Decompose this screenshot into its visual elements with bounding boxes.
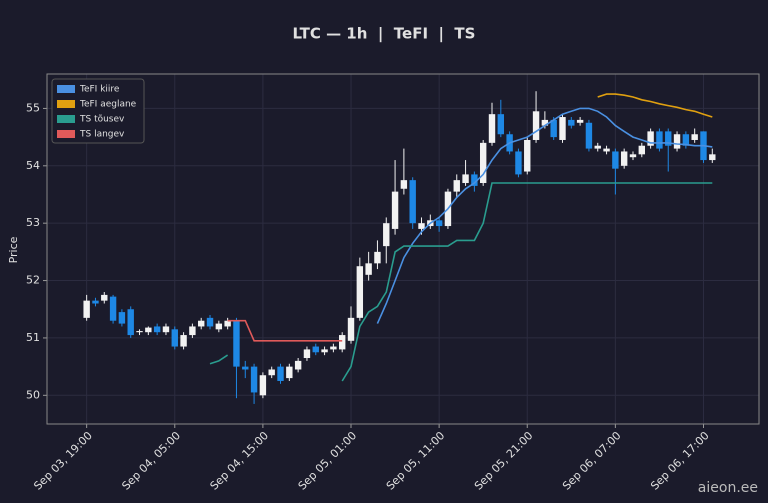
candle-body [594, 145, 601, 149]
candle-body [691, 134, 698, 140]
y-tick-label: 52 [26, 274, 40, 287]
candle-body [471, 174, 478, 186]
legend-box [51, 78, 145, 144]
candle-body [620, 151, 628, 166]
candle-body [568, 119, 575, 126]
candle-body [479, 142, 487, 184]
candle-body [576, 119, 584, 123]
legend-swatch [57, 115, 75, 123]
candle-body [338, 335, 346, 350]
legend-swatch [57, 85, 75, 93]
candle-body [101, 294, 108, 301]
candle-body [286, 366, 293, 379]
watermark: aieon.ee [698, 480, 758, 496]
candle-body [347, 317, 355, 341]
candle-body [462, 174, 469, 184]
candle-body [356, 266, 364, 318]
indicator-line [376, 107, 713, 324]
candle-body [647, 131, 654, 146]
indicator-line [227, 319, 343, 342]
candle-body [559, 117, 566, 140]
candle-body [365, 263, 372, 275]
candle-body [585, 122, 593, 149]
y-tick-label: 55 [26, 101, 40, 114]
candle-body [109, 296, 117, 321]
y-tick-label: 54 [26, 159, 40, 172]
indicator-line [209, 182, 713, 382]
candle-body [550, 119, 557, 138]
candle-body [312, 346, 319, 353]
candle-body [171, 329, 178, 347]
candle-body [153, 326, 161, 333]
candle-body [233, 320, 240, 367]
y-tick-label: 53 [26, 216, 40, 229]
candle-body [629, 154, 637, 158]
candle-body [83, 300, 90, 318]
candle-body [145, 327, 152, 333]
candle-body [92, 300, 99, 304]
candle-body [374, 251, 381, 264]
candle-body [541, 119, 549, 126]
chart-title: LTC — 1h | TeFI | TS [293, 25, 476, 44]
candle-body [321, 349, 328, 353]
candle-body [180, 335, 187, 347]
candle-body [277, 366, 284, 381]
candle-body [638, 145, 646, 155]
legend-label: TeFI kiire [79, 85, 120, 95]
candle-body [303, 349, 311, 359]
legend-label: TeFI aeglane [79, 100, 137, 110]
candle-body [198, 320, 205, 327]
y-tick-label: 51 [26, 331, 40, 344]
candle-body [118, 312, 126, 324]
legend-label: TS tõusev [79, 115, 125, 125]
indicator-line [597, 93, 713, 118]
candle-body [656, 131, 663, 149]
y-axis-label: Price [7, 236, 20, 263]
candle-body [665, 131, 672, 146]
candle-body [268, 369, 275, 376]
candle-body [136, 331, 143, 333]
candle-body [215, 323, 223, 330]
candle-body [612, 151, 619, 169]
candle-body [603, 148, 610, 152]
candle-body [524, 139, 531, 172]
candle-body [453, 180, 460, 192]
candle-body [515, 151, 522, 175]
candle-body [673, 134, 681, 149]
candle-body [250, 366, 258, 393]
candle-body [409, 180, 416, 224]
candle-body [682, 134, 690, 146]
candle-body [709, 154, 716, 161]
candle-body [127, 309, 134, 336]
candle-body [488, 114, 496, 143]
candle-body [497, 114, 505, 135]
legend-swatch [57, 100, 75, 108]
plot-frame [46, 73, 760, 425]
candle-body [189, 326, 196, 336]
candle-body [206, 317, 214, 327]
candle-body [294, 360, 302, 370]
y-tick-label: 50 [26, 388, 40, 401]
candle-body [162, 326, 170, 333]
candle-body [435, 220, 443, 227]
candle-body [391, 191, 399, 229]
candle-body [224, 320, 231, 327]
candle-body [242, 366, 249, 370]
candle-body [418, 223, 425, 229]
legend-swatch [57, 130, 75, 138]
legend: TeFI kiire TeFI aeglane TS tõusev TS langev [51, 78, 145, 144]
legend-label: TS langev [79, 130, 125, 140]
candle-body [383, 223, 390, 247]
candle-body [259, 375, 267, 396]
candle-body [532, 111, 540, 140]
candle-body [400, 180, 408, 189]
candle-body [330, 346, 337, 350]
